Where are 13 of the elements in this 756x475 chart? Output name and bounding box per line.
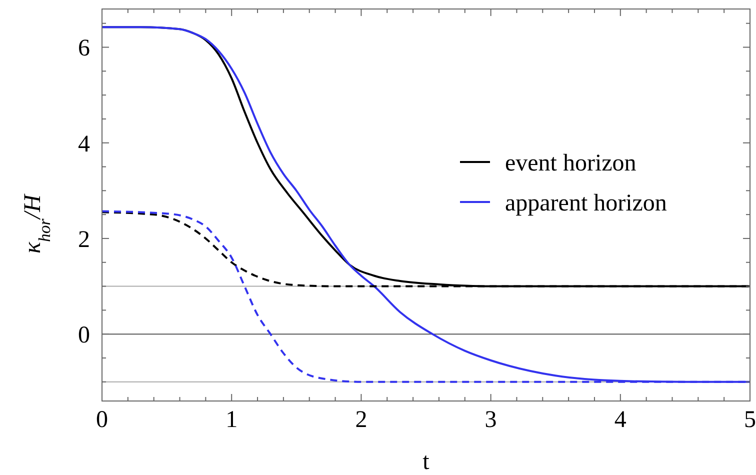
y-tick-label: 0 [78, 322, 90, 348]
x-tick-label: 1 [226, 407, 238, 433]
x-tick-label: 0 [96, 407, 108, 433]
x-tick-label: 4 [614, 407, 626, 433]
legend-label: event horizon [505, 150, 636, 176]
legend-label: apparent horizon [505, 190, 667, 216]
y-tick-label: 2 [78, 226, 90, 253]
x-tick-label: 3 [484, 407, 497, 433]
y-tick-label: 4 [78, 131, 90, 158]
x-tick-label: 2 [355, 407, 368, 433]
x-axis-title: t [422, 449, 430, 475]
y-tick-label: 6 [78, 36, 90, 62]
x-tick-label: 5 [744, 407, 756, 433]
